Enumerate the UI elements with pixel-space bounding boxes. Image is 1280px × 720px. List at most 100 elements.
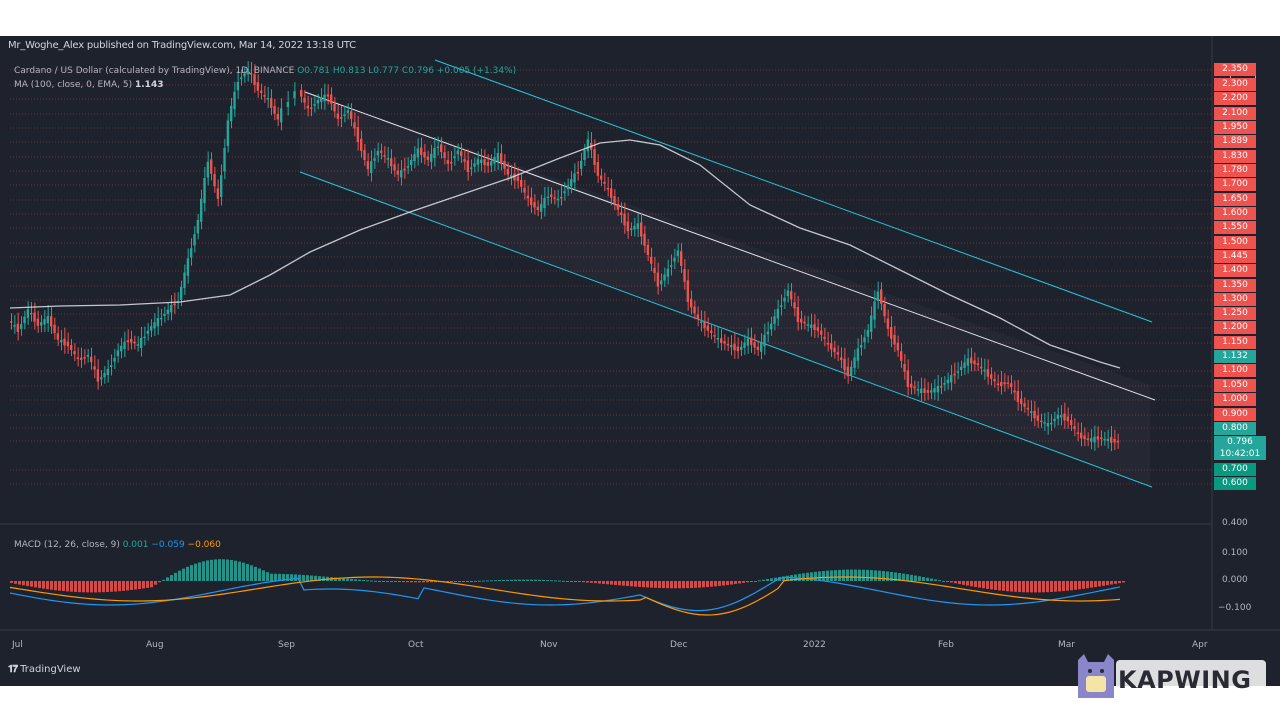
- top-margin: [0, 0, 1280, 36]
- candle-body: [390, 158, 393, 167]
- candle-body: [343, 114, 346, 117]
- candle-body: [30, 313, 33, 315]
- macd-histogram-bar: [514, 579, 517, 581]
- macd-histogram-bar: [1090, 581, 1093, 588]
- candle-body: [666, 268, 670, 277]
- candle-body: [213, 173, 216, 187]
- candle-body: [256, 82, 260, 91]
- price-label: 1.889: [1214, 135, 1256, 148]
- macd-histogram-bar: [14, 581, 17, 584]
- candle-body: [633, 225, 636, 230]
- candle-body: [93, 366, 96, 370]
- candle-body: [236, 82, 240, 91]
- macd-histogram-bar: [686, 581, 689, 589]
- price-label: 1.600: [1214, 207, 1256, 220]
- candle-body: [386, 158, 390, 160]
- macd-histogram-bar: [582, 581, 585, 583]
- macd-histogram-bar: [610, 581, 613, 585]
- candle-body: [463, 159, 466, 162]
- candle-body: [793, 302, 796, 309]
- candle-body: [410, 160, 413, 165]
- macd-histogram-bar: [722, 581, 725, 586]
- candle-body: [186, 258, 190, 276]
- candle-body: [676, 250, 680, 257]
- macd-histogram-bar: [850, 569, 853, 581]
- candle-body: [550, 194, 553, 198]
- candle-body: [263, 95, 266, 97]
- macd-histogram-bar: [550, 580, 553, 582]
- price-label: 2.350: [1214, 63, 1256, 76]
- candle-body: [1056, 414, 1060, 419]
- candle-body: [363, 150, 366, 160]
- candle-body: [303, 97, 306, 103]
- candle-body: [656, 272, 660, 287]
- macd-histogram-bar: [1094, 581, 1097, 588]
- candle-body: [160, 317, 163, 320]
- candle-body: [1096, 436, 1100, 440]
- candle-body: [706, 325, 710, 331]
- macd-histogram-bar: [1042, 581, 1045, 593]
- candle-body: [240, 77, 243, 79]
- macd-histogram-bar: [182, 568, 185, 581]
- macd-histogram-bar: [214, 559, 217, 581]
- macd-histogram-bar: [358, 579, 361, 581]
- tradingview-logo[interactable]: 𝟏𝟕 TradingView: [8, 664, 81, 675]
- macd-histogram-bar: [926, 577, 929, 581]
- candle-body: [316, 100, 320, 104]
- candle-body: [1083, 435, 1086, 440]
- macd-histogram-bar: [434, 581, 437, 583]
- macd-histogram-bar: [262, 570, 265, 581]
- price-label: 1.150: [1214, 336, 1256, 349]
- candle-body: [603, 181, 606, 184]
- macd-histogram-bar: [1022, 581, 1025, 593]
- macd-histogram-bar: [10, 581, 13, 583]
- macd-histogram-bar: [554, 580, 557, 582]
- macd-histogram-bar: [594, 581, 597, 584]
- candle-body: [876, 291, 880, 301]
- candle-body: [830, 343, 833, 350]
- macd-histogram-bar: [398, 581, 401, 582]
- macd-histogram-bar: [466, 581, 469, 582]
- macd-histogram-bar: [378, 581, 381, 582]
- candle-body: [856, 348, 860, 361]
- macd-histogram-bar: [770, 578, 773, 581]
- macd-histogram-bar: [618, 581, 621, 586]
- macd-histogram-bar: [962, 581, 965, 585]
- candle-body: [443, 152, 446, 158]
- candle-body: [690, 298, 693, 308]
- candle-body: [113, 357, 116, 362]
- candle-body: [1066, 416, 1070, 422]
- candle-body: [260, 90, 263, 93]
- macd-histogram-bar: [834, 570, 837, 581]
- candle-body: [120, 345, 123, 352]
- macd-histogram-bar: [878, 570, 881, 581]
- macd-histogram-bar: [1122, 581, 1125, 583]
- macd-histogram-bar: [846, 569, 849, 581]
- candle-body: [300, 90, 303, 97]
- macd-histogram-bar: [562, 580, 565, 582]
- candle-body: [686, 280, 690, 302]
- price-label: 1.100: [1214, 364, 1256, 377]
- candle-body: [806, 324, 810, 326]
- macd-histogram-bar: [430, 581, 433, 583]
- candle-body: [746, 338, 750, 346]
- candle-body: [90, 356, 93, 363]
- candle-body: [593, 149, 596, 165]
- macd-histogram-bar: [314, 575, 317, 581]
- descending-channel: [299, 59, 1156, 488]
- candle-body: [473, 163, 476, 167]
- candle-body: [900, 351, 903, 361]
- candle-body: [456, 150, 460, 155]
- price-label: 1.300: [1214, 293, 1256, 306]
- macd-histogram-bar: [1058, 581, 1061, 592]
- candle-body: [406, 166, 410, 168]
- price-label: 1.445: [1214, 250, 1256, 263]
- macd-histogram-bar: [246, 563, 249, 581]
- chart-frame[interactable]: [0, 36, 1280, 686]
- candle-body: [723, 341, 726, 344]
- current-price-tag: 0.796 10:42:01: [1214, 436, 1266, 460]
- time-label: Sep: [278, 640, 295, 650]
- candle-body: [226, 120, 230, 147]
- candle-body: [573, 173, 576, 183]
